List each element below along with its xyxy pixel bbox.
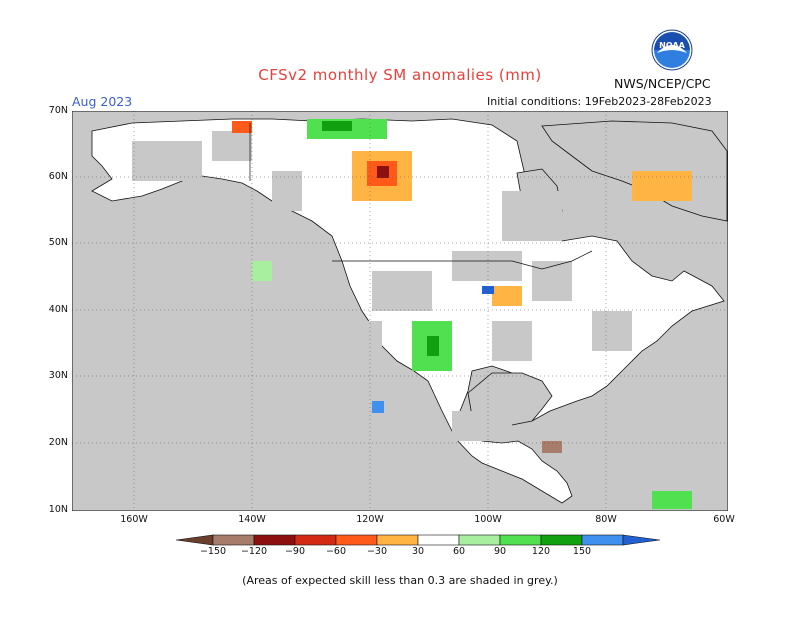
lat-label: 50N <box>48 237 68 248</box>
colorbar-tick-label: 60 <box>452 546 466 557</box>
noaa-logo: NOAA <box>651 29 693 71</box>
lon-label: 80W <box>595 514 617 525</box>
soil-moisture-map <box>72 111 728 511</box>
colorbar-segment <box>417 534 460 546</box>
lon-label: 100W <box>474 514 502 525</box>
footnote: (Areas of expected skill less than 0.3 a… <box>242 574 558 587</box>
colorbar-segment <box>458 534 501 546</box>
colorbar-segment <box>540 534 583 546</box>
lon-label: 140W <box>238 514 266 525</box>
skill-mask <box>132 131 632 441</box>
agency-label: NWS/NCEP/CPC <box>614 76 711 91</box>
colorbar-tick-label: −30 <box>366 546 388 557</box>
lon-label: 60W <box>713 514 735 525</box>
colorbar-tick-label: 30 <box>411 546 425 557</box>
colorbar-segment <box>175 534 214 546</box>
colorbar-segment <box>499 534 542 546</box>
colorbar-segment <box>376 534 419 546</box>
border-line <box>332 250 593 270</box>
valid-month-label: Aug 2023 <box>72 94 133 109</box>
colorbar-segment <box>212 534 255 546</box>
graticule <box>72 111 728 511</box>
colorbar-segment <box>335 534 378 546</box>
colorbar-segment <box>294 534 337 546</box>
colorbar-segment <box>253 534 296 546</box>
colorbar-segment <box>622 534 661 546</box>
logo-text: NOAA <box>659 41 685 50</box>
lat-label: 40N <box>48 304 68 315</box>
initial-conditions-label: Initial conditions: 19Feb2023-28Feb2023 <box>487 95 712 108</box>
lat-label: 60N <box>48 171 68 182</box>
colorbar-tick-label: −150 <box>199 546 227 557</box>
anomaly-patches <box>232 119 692 509</box>
lat-label: 30N <box>48 370 68 381</box>
colorbar-tick-label: 90 <box>493 546 507 557</box>
lat-label: 20N <box>48 437 68 448</box>
map-title: CFSv2 monthly SM anomalies (mm) <box>258 66 542 84</box>
colorbar-tick-label: 150 <box>572 546 592 557</box>
colorbar-tick-label: −120 <box>240 546 268 557</box>
lon-label: 160W <box>120 514 148 525</box>
lon-label: 120W <box>356 514 384 525</box>
lat-label: 70N <box>48 105 68 116</box>
lat-label: 10N <box>48 504 68 515</box>
colorbar-tick-label: −60 <box>325 546 347 557</box>
colorbar-segment <box>581 534 624 546</box>
colorbar-tick-label: −90 <box>284 546 306 557</box>
colorbar-tick-label: 120 <box>531 546 551 557</box>
